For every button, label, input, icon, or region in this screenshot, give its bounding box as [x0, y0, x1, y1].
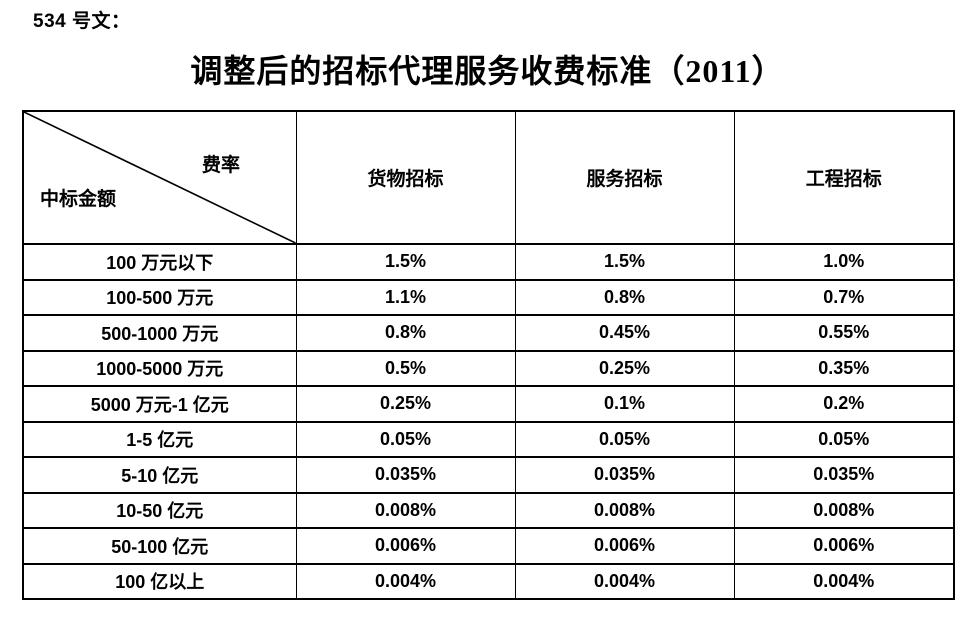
value-cell: 0.004%: [514, 562, 735, 600]
corner-label-rate: 费率: [202, 155, 241, 176]
corner-label-amount: 中标金额: [40, 189, 117, 210]
value-cell: 0.008%: [733, 491, 955, 529]
table-row: 50-100 亿元 0.006% 0.006% 0.006%: [22, 527, 955, 565]
value-cell: 0.035%: [733, 456, 955, 494]
value-cell: 0.55%: [733, 314, 955, 352]
value-cell: 0.008%: [295, 491, 516, 529]
row-label: 50-100 亿元: [22, 527, 297, 565]
table-row: 100-500 万元 1.1% 0.8% 0.7%: [22, 278, 955, 316]
value-cell: 0.035%: [295, 456, 516, 494]
header-row: 费率 中标金额 货物招标 服务招标 工程招标: [22, 110, 955, 245]
row-label: 1000-5000 万元: [22, 349, 297, 387]
page-title: 调整后的招标代理服务收费标准（2011）: [190, 53, 785, 89]
value-cell: 0.004%: [733, 562, 955, 600]
value-cell: 0.35%: [733, 349, 955, 387]
row-label: 1-5 亿元: [22, 420, 297, 458]
column-header-services: 服务招标: [514, 110, 735, 245]
value-cell: 0.05%: [295, 420, 516, 458]
corner-header-cell: 费率 中标金额: [22, 110, 297, 245]
value-cell: 0.1%: [514, 385, 735, 423]
value-cell: 0.5%: [295, 349, 516, 387]
table-row: 100 万元以下 1.5% 1.5% 1.0%: [22, 243, 955, 281]
column-header-engineering: 工程招标: [733, 110, 955, 245]
value-cell: 0.004%: [295, 562, 516, 600]
value-cell: 0.006%: [514, 527, 735, 565]
fee-rate-table: 费率 中标金额 货物招标 服务招标 工程招标 100 万元以下 1.5% 1.5…: [22, 110, 955, 600]
row-label: 5-10 亿元: [22, 456, 297, 494]
value-cell: 1.5%: [514, 243, 735, 281]
value-cell: 0.7%: [733, 278, 955, 316]
value-cell: 0.25%: [514, 349, 735, 387]
value-cell: 1.1%: [295, 278, 516, 316]
table-row: 100 亿以上 0.004% 0.004% 0.004%: [22, 562, 955, 600]
value-cell: 0.035%: [514, 456, 735, 494]
table-row: 5000 万元-1 亿元 0.25% 0.1% 0.2%: [22, 385, 955, 423]
row-label: 500-1000 万元: [22, 314, 297, 352]
table-row: 5-10 亿元 0.035% 0.035% 0.035%: [22, 456, 955, 494]
column-header-goods: 货物招标: [295, 110, 516, 245]
value-cell: 1.0%: [733, 243, 955, 281]
value-cell: 0.006%: [733, 527, 955, 565]
value-cell: 0.05%: [733, 420, 955, 458]
value-cell: 0.006%: [295, 527, 516, 565]
table-row: 1000-5000 万元 0.5% 0.25% 0.35%: [22, 349, 955, 387]
value-cell: 0.2%: [733, 385, 955, 423]
table-row: 500-1000 万元 0.8% 0.45% 0.55%: [22, 314, 955, 352]
table-row: 10-50 亿元 0.008% 0.008% 0.008%: [22, 491, 955, 529]
value-cell: 0.008%: [514, 491, 735, 529]
value-cell: 0.8%: [295, 314, 516, 352]
diagonal-divider-line: [24, 112, 296, 243]
value-cell: 0.05%: [514, 420, 735, 458]
doc-number-label: 534 号文：: [33, 11, 131, 32]
row-label: 10-50 亿元: [22, 491, 297, 529]
row-label: 100 万元以下: [22, 243, 297, 281]
value-cell: 0.45%: [514, 314, 735, 352]
row-label: 100-500 万元: [22, 278, 297, 316]
table-row: 1-5 亿元 0.05% 0.05% 0.05%: [22, 420, 955, 458]
row-label: 5000 万元-1 亿元: [22, 385, 297, 423]
value-cell: 0.8%: [514, 278, 735, 316]
value-cell: 1.5%: [295, 243, 516, 281]
value-cell: 0.25%: [295, 385, 516, 423]
row-label: 100 亿以上: [22, 562, 297, 600]
